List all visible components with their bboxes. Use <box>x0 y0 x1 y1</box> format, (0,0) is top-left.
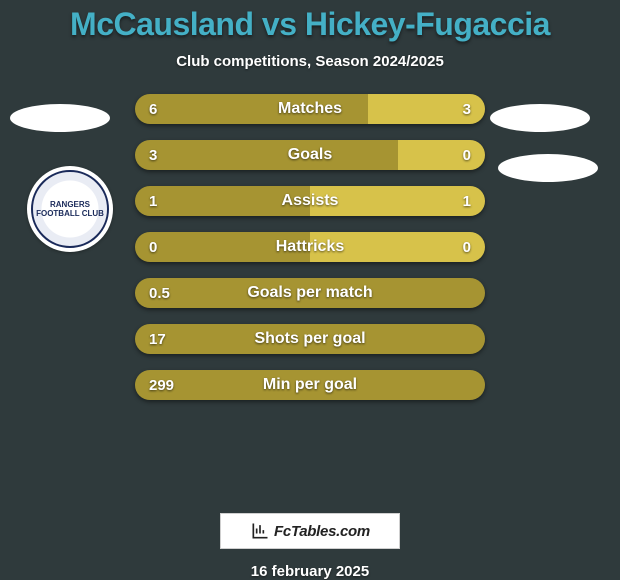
brand-text: FcTables.com <box>274 523 370 540</box>
player1-name: McCausland <box>70 6 253 42</box>
stat-left-value: 0.5 <box>149 278 170 308</box>
stat-left-value: 299 <box>149 370 174 400</box>
stat-right-value: 1 <box>463 186 471 216</box>
stat-left-value: 17 <box>149 324 166 354</box>
chart-icon <box>250 521 270 541</box>
stat-right-value: 3 <box>463 94 471 124</box>
club-badge-text: RANGERS FOOTBALL CLUB <box>31 170 109 248</box>
stat-bar-hattricks: 00Hattricks <box>135 232 485 262</box>
stat-bar-matches: 63Matches <box>135 94 485 124</box>
comparison-arena: RANGERS FOOTBALL CLUB 63Matches30Goals11… <box>0 94 620 507</box>
subtitle: Club competitions, Season 2024/2025 <box>176 53 444 70</box>
stat-bar-goals: 30Goals <box>135 140 485 170</box>
stat-left-value: 6 <box>149 94 157 124</box>
placeholder-right-bottom <box>498 154 598 182</box>
vs-text: vs <box>262 6 297 42</box>
stat-right-value: 0 <box>463 232 471 262</box>
placeholder-left <box>10 104 110 132</box>
brand-box[interactable]: FcTables.com <box>220 513 400 549</box>
player2-name: Hickey-Fugaccia <box>305 6 550 42</box>
stat-left-value: 1 <box>149 186 157 216</box>
stat-bar-shots-per-goal: 17Shots per goal <box>135 324 485 354</box>
stat-bar-min-per-goal: 299Min per goal <box>135 370 485 400</box>
page-title: McCausland vs Hickey-Fugaccia <box>70 6 550 43</box>
stat-right-value: 0 <box>463 140 471 170</box>
stat-left-value: 0 <box>149 232 157 262</box>
stat-bar-goals-per-match: 0.5Goals per match <box>135 278 485 308</box>
stat-bar-assists: 11Assists <box>135 186 485 216</box>
club-badge: RANGERS FOOTBALL CLUB <box>27 166 113 252</box>
date-text: 16 february 2025 <box>251 563 369 580</box>
stat-bars: 63Matches30Goals11Assists00Hattricks0.5G… <box>135 94 485 416</box>
placeholder-right-top <box>490 104 590 132</box>
stat-left-value: 3 <box>149 140 157 170</box>
content: McCausland vs Hickey-Fugaccia Club compe… <box>0 0 620 580</box>
